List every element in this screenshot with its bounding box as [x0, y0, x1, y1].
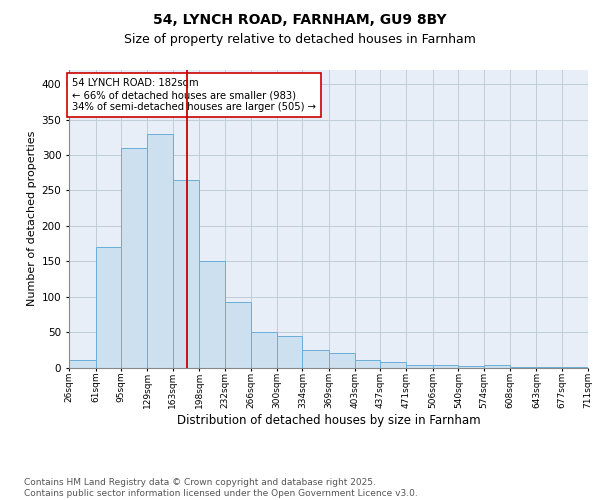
Bar — [95, 247, 121, 368]
Bar — [355, 360, 380, 368]
Bar — [510, 367, 536, 368]
Text: 54 LYNCH ROAD: 182sqm
← 66% of detached houses are smaller (983)
34% of semi-det: 54 LYNCH ROAD: 182sqm ← 66% of detached … — [72, 78, 316, 112]
Bar — [329, 354, 355, 368]
Bar — [562, 367, 588, 368]
Bar — [277, 336, 302, 368]
Bar — [406, 364, 433, 368]
X-axis label: Distribution of detached houses by size in Farnham: Distribution of detached houses by size … — [176, 414, 481, 426]
Bar — [380, 362, 406, 368]
Bar — [458, 366, 484, 368]
Bar — [147, 134, 173, 368]
Bar — [536, 367, 562, 368]
Bar — [121, 148, 147, 368]
Text: Size of property relative to detached houses in Farnham: Size of property relative to detached ho… — [124, 32, 476, 46]
Y-axis label: Number of detached properties: Number of detached properties — [28, 131, 37, 306]
Bar — [69, 360, 95, 368]
Text: Contains HM Land Registry data © Crown copyright and database right 2025.
Contai: Contains HM Land Registry data © Crown c… — [24, 478, 418, 498]
Bar — [199, 261, 225, 368]
Bar — [484, 364, 510, 368]
Bar — [433, 366, 458, 368]
Bar — [225, 302, 251, 368]
Bar — [302, 350, 329, 368]
Bar — [251, 332, 277, 368]
Bar — [173, 180, 199, 368]
Text: 54, LYNCH ROAD, FARNHAM, GU9 8BY: 54, LYNCH ROAD, FARNHAM, GU9 8BY — [153, 12, 447, 26]
